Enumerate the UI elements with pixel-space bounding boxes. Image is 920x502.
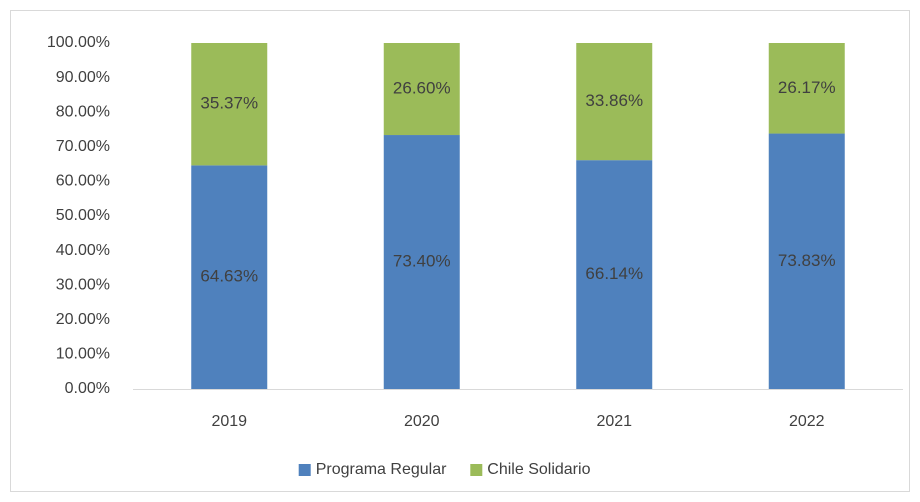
bar-segment (768, 133, 845, 389)
y-tick-label: 100.00% (47, 34, 110, 51)
legend-label: Programa Regular (316, 461, 447, 478)
y-tick-label: 30.00% (56, 276, 110, 293)
bar-segment (576, 43, 653, 161)
bar-segment (191, 165, 268, 389)
x-tick-label: 2021 (596, 413, 632, 430)
legend-label: Chile Solidario (487, 461, 590, 478)
x-tick-label: 2020 (404, 413, 440, 430)
y-tick-label: 80.00% (56, 103, 110, 120)
bar-segment (576, 160, 653, 389)
legend-swatch (298, 464, 311, 476)
y-tick-label: 90.00% (56, 69, 110, 86)
y-tick-label: 0.00% (65, 380, 110, 397)
data-label: 33.86% (585, 91, 643, 110)
bar-segment (191, 43, 268, 166)
y-tick-label: 40.00% (56, 242, 110, 259)
data-label: 73.40% (393, 252, 451, 271)
y-tick-label: 20.00% (56, 311, 110, 328)
y-tick-label: 50.00% (56, 207, 110, 224)
data-label: 26.17% (778, 78, 836, 97)
data-label: 26.60% (393, 79, 451, 98)
y-tick-label: 60.00% (56, 173, 110, 190)
data-label: 64.63% (200, 267, 258, 286)
legend-swatch (470, 464, 483, 476)
y-tick-label: 70.00% (56, 138, 110, 155)
bar-segment (768, 43, 845, 134)
y-tick-label: 10.00% (56, 346, 110, 363)
x-tick-label: 2019 (211, 413, 247, 430)
data-label: 35.37% (200, 94, 258, 113)
chart-border (10, 10, 910, 492)
bar-segment (383, 135, 460, 389)
data-label: 66.14% (585, 264, 643, 283)
x-tick-label: 2022 (789, 413, 825, 430)
data-label: 73.83% (778, 251, 836, 270)
bar-segment (383, 43, 460, 136)
